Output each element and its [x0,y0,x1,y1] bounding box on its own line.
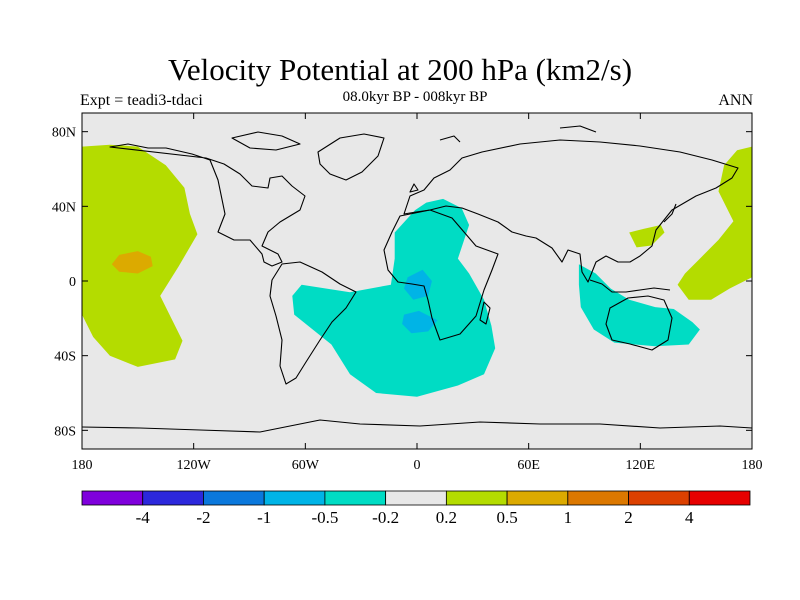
y-tick-label: 40N [52,200,76,215]
x-tick-label: 120E [626,458,656,473]
contour-regions [82,144,752,397]
contour-region-5 [402,310,438,334]
contour-region-2 [111,251,153,274]
colorbar-label: -2 [196,508,210,527]
x-tick-label: 120W [177,458,212,473]
chart-title: Velocity Potential at 200 hPa (km2/s) [167,52,633,87]
colorbar-swatch [142,490,204,506]
colorbar-swatch [567,490,629,506]
colorbar-swatch [628,490,690,506]
colorbar-swatch [324,490,387,506]
coastline-antarctica [82,419,752,433]
x-tick-label: 180 [72,458,93,473]
colorbar-swatch [688,490,751,506]
y-tick-label: 40S [54,350,76,365]
coastline-south-america [269,261,357,385]
colorbar-swatch [445,490,508,506]
colorbar-label: -0.5 [311,508,338,527]
x-tick-label: 0 [414,458,421,473]
coastline-north-america [109,143,306,267]
coastline-arctic-islands [231,125,597,151]
colorbar-swatch [385,490,447,506]
map-axes: 80N 40N 0 40S 80S 180 120W 60W 0 60E 120E 180 [52,113,763,473]
colorbar-label: 0.5 [496,508,517,527]
coastline-australia [605,295,673,351]
colorbar-label: 2 [624,508,633,527]
y-tick-label: 80S [54,424,76,439]
colorbar-label: 0.2 [436,508,457,527]
contour-region-6 [578,264,700,347]
contour-region-3 [292,198,496,397]
season-label: ANN [718,92,753,109]
contour-region-7 [677,146,752,300]
coastlines [82,125,752,433]
coastline-indonesia [589,279,671,293]
experiment-label: Expt = teadi3-tdaci [80,92,203,109]
x-tick-label: 60W [292,458,320,473]
coastline-greenland [317,133,385,181]
coastline-uk [409,183,419,193]
colorbar-swatch [203,490,265,506]
colorbar-swatch [81,490,144,506]
coastline-eurasia [403,139,739,283]
colorbar-swatch [263,490,326,506]
x-tick-label: 60E [517,458,540,473]
y-tick-label: 80N [52,126,76,141]
colorbar-label: -0.2 [372,508,399,527]
chart-subtitle: 08.0kyr BP - 008kyr BP [342,89,488,105]
colorbar-label: -1 [257,508,271,527]
x-tick-label: 180 [742,458,763,473]
colorbar-label: -4 [136,508,151,527]
colorbar-label: 4 [685,508,694,527]
coastline-japan [663,203,677,223]
colorbar-label: 1 [564,508,573,527]
coastline-africa [383,209,499,341]
coastline-madagascar [479,301,491,325]
colorbar-swatch [506,490,569,506]
colorbar: -4 -2 -1 -0.5 -0.2 0.2 0.5 1 2 4 [81,490,751,527]
y-tick-label: 0 [69,275,76,290]
